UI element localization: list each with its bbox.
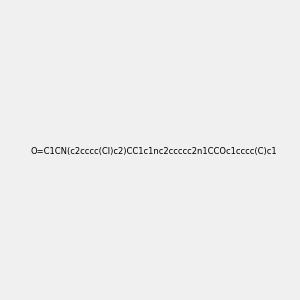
- Text: O=C1CN(c2cccc(Cl)c2)CC1c1nc2ccccc2n1CCOc1cccc(C)c1: O=C1CN(c2cccc(Cl)c2)CC1c1nc2ccccc2n1CCOc…: [30, 147, 277, 156]
